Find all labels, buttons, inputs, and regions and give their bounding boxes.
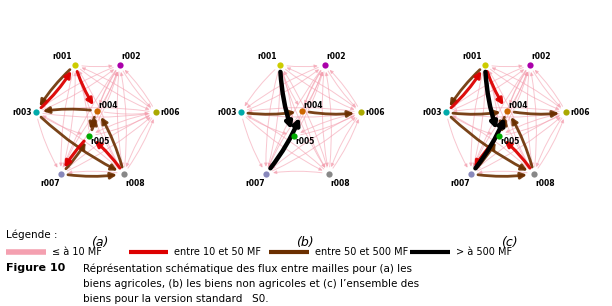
Text: r005: r005	[501, 137, 520, 146]
Text: r006: r006	[365, 108, 385, 117]
Text: r008: r008	[330, 179, 350, 188]
Text: r002: r002	[326, 52, 346, 61]
Text: r003: r003	[422, 108, 442, 117]
Text: r005: r005	[91, 137, 110, 146]
Text: r007: r007	[40, 179, 60, 188]
Text: r001: r001	[463, 52, 482, 61]
Text: biens agricoles, (b) les biens non agricoles et (c) l’ensemble des: biens agricoles, (b) les biens non agric…	[83, 278, 419, 289]
Text: r006: r006	[160, 108, 180, 117]
Text: r008: r008	[125, 179, 145, 188]
Text: Légende :: Légende :	[6, 230, 58, 240]
Text: Réprésentation schématique des flux entre mailles pour (a) les: Réprésentation schématique des flux entr…	[83, 263, 412, 274]
Text: r002: r002	[121, 52, 141, 61]
Text: r007: r007	[450, 179, 470, 188]
Text: r003: r003	[217, 108, 237, 117]
Text: r005: r005	[296, 137, 315, 146]
Text: (b): (b)	[296, 236, 313, 248]
Text: (a): (a)	[91, 236, 108, 248]
Text: r004: r004	[304, 101, 323, 110]
Text: entre 50 et 500 MF: entre 50 et 500 MF	[315, 248, 408, 257]
Text: biens pour la version standard   S0.: biens pour la version standard S0.	[83, 294, 268, 304]
Text: entre 10 et 50 MF: entre 10 et 50 MF	[174, 248, 261, 257]
Text: r008: r008	[536, 179, 555, 188]
Text: r006: r006	[570, 108, 590, 117]
Text: r007: r007	[245, 179, 265, 188]
Text: r001: r001	[53, 52, 72, 61]
Text: (c): (c)	[501, 236, 518, 248]
Text: r001: r001	[258, 52, 277, 61]
Text: Figure 10: Figure 10	[6, 263, 65, 273]
Text: r004: r004	[99, 101, 118, 110]
Text: r003: r003	[12, 108, 32, 117]
Text: ≤ à 10 MF: ≤ à 10 MF	[52, 248, 102, 257]
Text: > à 500 MF: > à 500 MF	[456, 248, 512, 257]
Text: r002: r002	[531, 52, 551, 61]
Text: r004: r004	[509, 101, 528, 110]
